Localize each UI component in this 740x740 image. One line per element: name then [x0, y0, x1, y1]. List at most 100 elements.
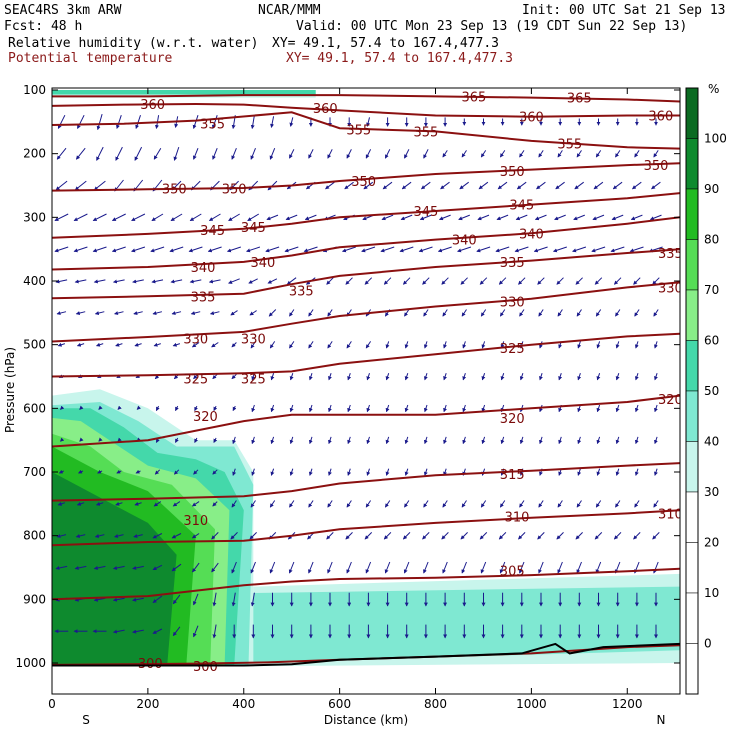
wind-vector	[304, 214, 317, 221]
wind-vector	[194, 437, 198, 443]
wind-vector	[400, 214, 413, 221]
colorbar: 0 10 20 30 40 50 60 70 80 90 100	[685, 87, 727, 695]
wind-vector	[384, 561, 391, 574]
wind-vector	[98, 437, 103, 442]
wind-vector	[269, 561, 276, 574]
wind-vector	[595, 500, 602, 508]
wind-vector	[75, 534, 86, 538]
wind-vector	[654, 341, 658, 349]
wind-vector	[226, 246, 241, 253]
wind-vector	[615, 404, 620, 413]
wind-vector	[538, 561, 544, 574]
wind-vector	[75, 311, 86, 316]
wind-vector	[344, 181, 354, 190]
wind-vector	[423, 561, 429, 574]
wind-vector	[308, 561, 314, 574]
wind-vector	[269, 341, 276, 349]
wind-vector	[462, 404, 467, 413]
wind-vector	[251, 373, 256, 381]
colorbar-frame	[685, 87, 699, 695]
theta-label-355: 355	[200, 118, 225, 133]
wind-vector	[328, 373, 332, 381]
wind-vector	[459, 181, 470, 190]
wind-vector	[402, 277, 411, 285]
y-tick-label: 300	[23, 210, 46, 224]
wind-vector	[653, 150, 659, 158]
wind-vector	[654, 436, 658, 445]
wind-vector	[193, 469, 199, 475]
wind-vector	[228, 278, 240, 284]
wind-vector	[212, 373, 218, 380]
wind-vector	[365, 341, 372, 349]
wind-vector	[114, 534, 124, 538]
wind-vector	[536, 181, 546, 190]
wind-vector	[615, 468, 620, 476]
y-tick-label: 400	[23, 274, 46, 288]
wind-vector	[385, 436, 390, 445]
wind-vector	[326, 277, 334, 285]
wind-vector	[534, 214, 547, 221]
theta-label-345: 345	[200, 224, 225, 239]
wind-vector	[380, 246, 395, 253]
wind-vector	[554, 214, 566, 221]
theta-label-330: 330	[658, 281, 683, 296]
wind-vector	[457, 246, 472, 253]
wind-vector	[518, 277, 526, 285]
x-axis-label: Distance (km)	[324, 713, 408, 727]
wind-vector	[499, 150, 506, 158]
wind-vector	[74, 565, 87, 570]
wind-vector	[577, 341, 582, 349]
wind-vector	[615, 500, 621, 508]
theta-label-325: 325	[500, 342, 525, 357]
theta-label-340: 340	[519, 227, 544, 242]
theta-label-350: 350	[351, 175, 376, 190]
y-axis: 100 200 300 400 500 600 700 800 900 1000	[15, 83, 680, 670]
wind-vector	[366, 404, 371, 413]
wind-vector	[596, 341, 601, 349]
wind-vector	[634, 150, 640, 158]
wind-vector	[364, 532, 373, 540]
wind-vector	[208, 279, 221, 284]
wind-vector	[289, 404, 294, 413]
wind-vector	[615, 150, 621, 158]
wind-vector	[441, 532, 449, 540]
wind-vector	[191, 533, 200, 539]
wind-vector	[308, 500, 314, 508]
y-tick-label: 200	[23, 147, 46, 161]
wind-vector	[232, 405, 237, 412]
wind-vector	[188, 246, 203, 253]
wind-vector	[478, 181, 489, 190]
wind-vector	[537, 277, 545, 285]
wind-vector	[653, 500, 659, 508]
wind-vector	[365, 149, 372, 159]
wind-vector	[443, 404, 447, 413]
wind-vector	[270, 468, 275, 476]
wind-vector	[212, 592, 217, 607]
wind-vector	[558, 436, 563, 445]
wind-vector	[480, 561, 487, 574]
terrain-layer	[52, 642, 680, 667]
theta-label-360: 360	[519, 111, 544, 126]
wind-vector	[284, 246, 299, 253]
wind-vector	[328, 468, 332, 476]
wind-vector	[211, 115, 218, 130]
wind-vector	[212, 624, 217, 639]
x-tick-label: 800	[424, 697, 447, 711]
wind-vector	[231, 373, 237, 380]
y-tick-label: 1000	[15, 656, 46, 670]
wind-vector	[132, 629, 144, 634]
wind-vector	[153, 147, 162, 160]
wind-vector	[634, 500, 640, 508]
colorbar-swatch	[685, 87, 699, 139]
wind-vector	[152, 628, 163, 634]
wind-vector	[538, 500, 544, 508]
wind-vector	[132, 279, 144, 284]
wind-vector	[573, 214, 585, 221]
wind-vector	[634, 341, 639, 349]
wind-vector	[402, 532, 411, 540]
wind-vector	[93, 180, 106, 191]
wind-vector	[115, 342, 123, 347]
wind-vector	[112, 597, 125, 602]
wind-vector	[92, 213, 107, 222]
wind-vector	[211, 562, 219, 573]
